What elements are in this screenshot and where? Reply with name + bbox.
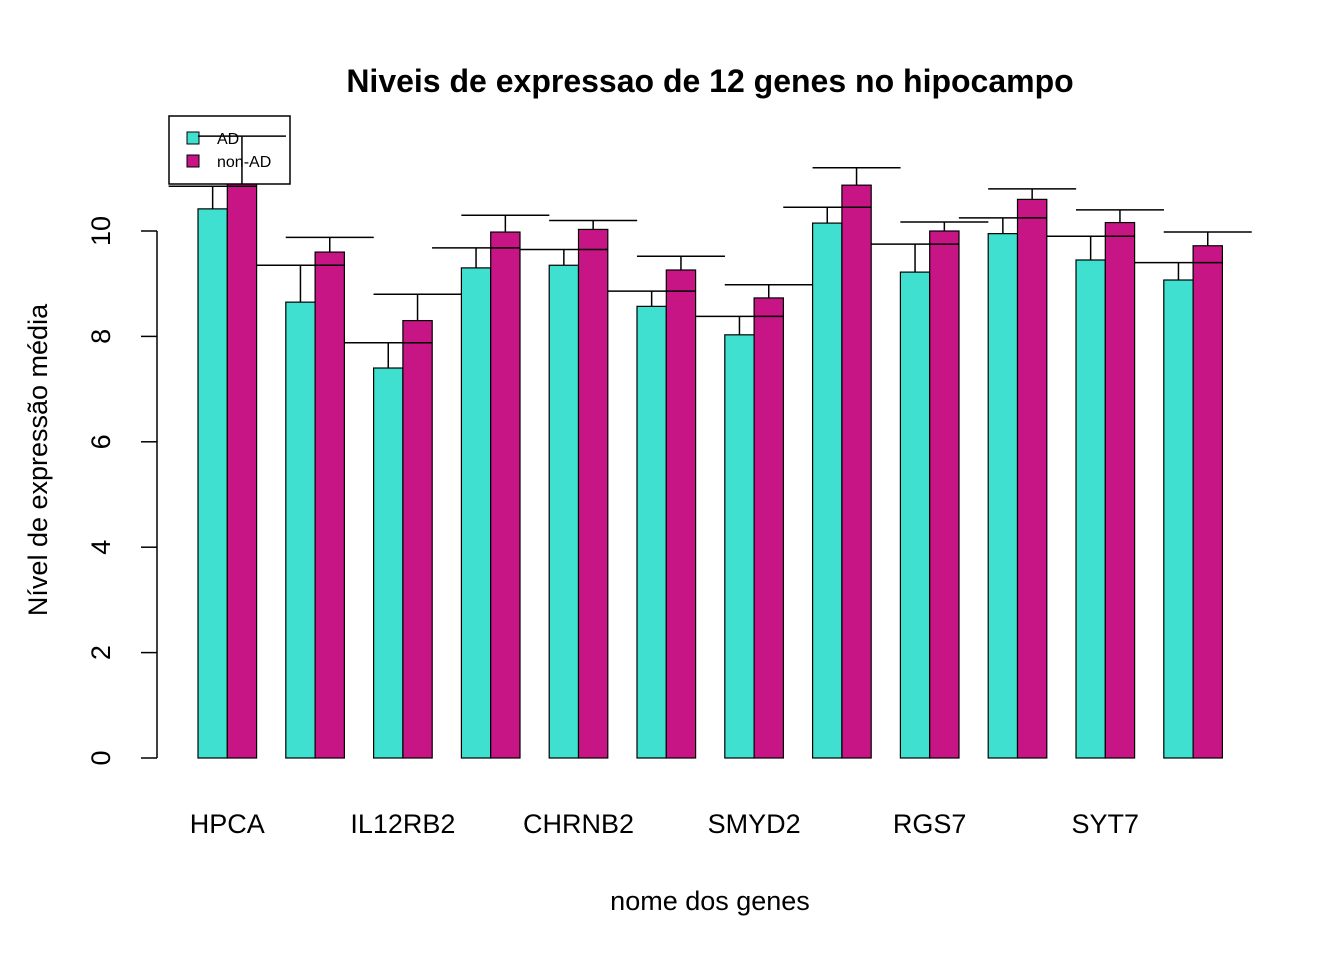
bar-non-ad (929, 230, 960, 759)
legend-box (168, 115, 291, 185)
chart-title: Niveis de expressao de 12 genes no hipoc… (346, 63, 1073, 99)
bar-ad (724, 334, 755, 759)
y-axis: 0 2 4 6 8 10 (86, 216, 158, 766)
legend-swatch-non-ad (186, 154, 200, 168)
bar-non-ad (402, 319, 433, 759)
y-tick-label: 10 (86, 216, 116, 246)
bar-non-ad (490, 231, 521, 759)
x-category-label: HPCA (190, 809, 265, 839)
bar-ad (548, 264, 580, 759)
bar-non-ad (1192, 245, 1223, 759)
x-category-label: RGS7 (893, 809, 967, 839)
x-category-label: SMYD2 (708, 809, 801, 839)
y-tick-label: 2 (86, 645, 116, 660)
y-tick-label: 8 (86, 329, 116, 344)
bar-non-ad (314, 251, 346, 759)
bar-ad (373, 367, 404, 759)
bar-ad (987, 233, 1019, 759)
bar-non-ad (841, 184, 872, 759)
bar-ad (1075, 259, 1106, 759)
legend: AD non-AD (168, 115, 291, 185)
bar-ad (285, 301, 316, 759)
legend-label-non-ad: non-AD (217, 154, 271, 171)
y-tick-label: 0 (86, 750, 116, 765)
bar-non-ad (577, 228, 609, 759)
legend-label-ad: AD (217, 131, 239, 148)
y-axis-title: Nível de expressão média (23, 303, 53, 616)
y-tick-label: 4 (86, 540, 116, 555)
bar-ad (899, 271, 931, 759)
y-tick-label: 6 (86, 434, 116, 449)
bar-ad (460, 267, 492, 759)
bar-non-ad (753, 297, 784, 759)
error-bars-group (168, 135, 1252, 369)
bar-non-ad (226, 180, 258, 759)
x-axis-title: nome dos genes (610, 886, 810, 916)
bar-non-ad (665, 269, 697, 759)
bar-ad (636, 305, 667, 759)
bar-non-ad (1016, 198, 1048, 759)
bar-ad (811, 222, 843, 759)
bar-ad (197, 208, 228, 759)
x-category-label: IL12RB2 (350, 809, 455, 839)
legend-swatch-ad (186, 131, 200, 145)
x-category-label: SYT7 (1072, 809, 1140, 839)
bar-ad (1163, 279, 1194, 759)
x-category-label: CHRNB2 (523, 809, 634, 839)
x-axis-labels: HPCA IL12RB2 CHRNB2 SMYD2 RGS7 SYT7 (190, 809, 1139, 839)
bar-non-ad (1104, 221, 1136, 759)
bars-group (197, 180, 1223, 759)
